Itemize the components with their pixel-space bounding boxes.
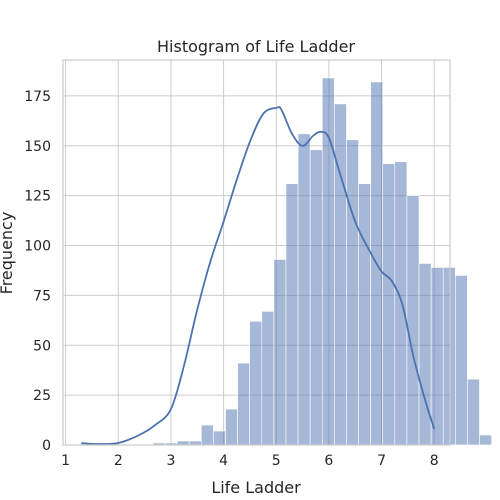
histogram-bar xyxy=(346,139,359,446)
y-tick-label: 50 xyxy=(33,338,51,354)
histogram-bar xyxy=(273,259,287,446)
x-tick-labels: 1 2 3 4 5 6 7 8 xyxy=(61,453,438,469)
chart-title: Histogram of Life Ladder xyxy=(157,37,355,56)
y-tick-label: 150 xyxy=(24,139,51,155)
histogram-bar xyxy=(261,311,275,446)
kde-curve xyxy=(81,106,436,445)
histogram-bar xyxy=(309,149,323,446)
histogram-bar xyxy=(430,267,444,446)
histogram-bar xyxy=(285,183,299,446)
histogram-bar xyxy=(467,378,480,446)
x-tick-label: 1 xyxy=(61,453,70,469)
histogram-bar xyxy=(225,408,238,446)
y-tick-label: 75 xyxy=(33,288,51,304)
y-axis-label: Frequency xyxy=(0,212,16,295)
histogram-bar xyxy=(201,424,214,446)
histogram-bar xyxy=(297,133,311,446)
histogram-bar xyxy=(382,163,396,446)
x-axis-label: Life Ladder xyxy=(211,478,301,497)
y-tick-label: 125 xyxy=(24,189,51,205)
y-tick-label: 25 xyxy=(33,388,51,404)
histogram-bar xyxy=(455,275,468,446)
plot-frame xyxy=(62,59,451,446)
y-tick-label: 100 xyxy=(24,239,51,255)
histogram-bar xyxy=(479,434,492,446)
x-tick-label: 8 xyxy=(430,453,439,469)
histogram-bar xyxy=(237,362,250,446)
x-tick-label: 6 xyxy=(324,453,333,469)
histogram-bar xyxy=(418,263,432,446)
histogram-bar xyxy=(394,161,408,446)
y-tick-label: 0 xyxy=(42,438,51,454)
histogram-bar xyxy=(213,430,226,446)
histogram-bars xyxy=(80,77,492,446)
histogram-bar xyxy=(249,321,263,446)
x-tick-label: 7 xyxy=(377,453,386,469)
x-tick-label: 5 xyxy=(272,453,281,469)
y-tick-label: 175 xyxy=(24,89,51,105)
histogram-bar xyxy=(334,103,347,446)
x-tick-label: 3 xyxy=(166,453,175,469)
y-tick-labels: 0 25 50 75 100 125 150 175 xyxy=(24,89,51,454)
histogram-bar xyxy=(442,267,456,446)
x-tick-label: 2 xyxy=(114,453,123,469)
x-tick-label: 4 xyxy=(219,453,228,469)
histogram-bar xyxy=(358,183,371,446)
histogram-bar xyxy=(406,195,420,446)
